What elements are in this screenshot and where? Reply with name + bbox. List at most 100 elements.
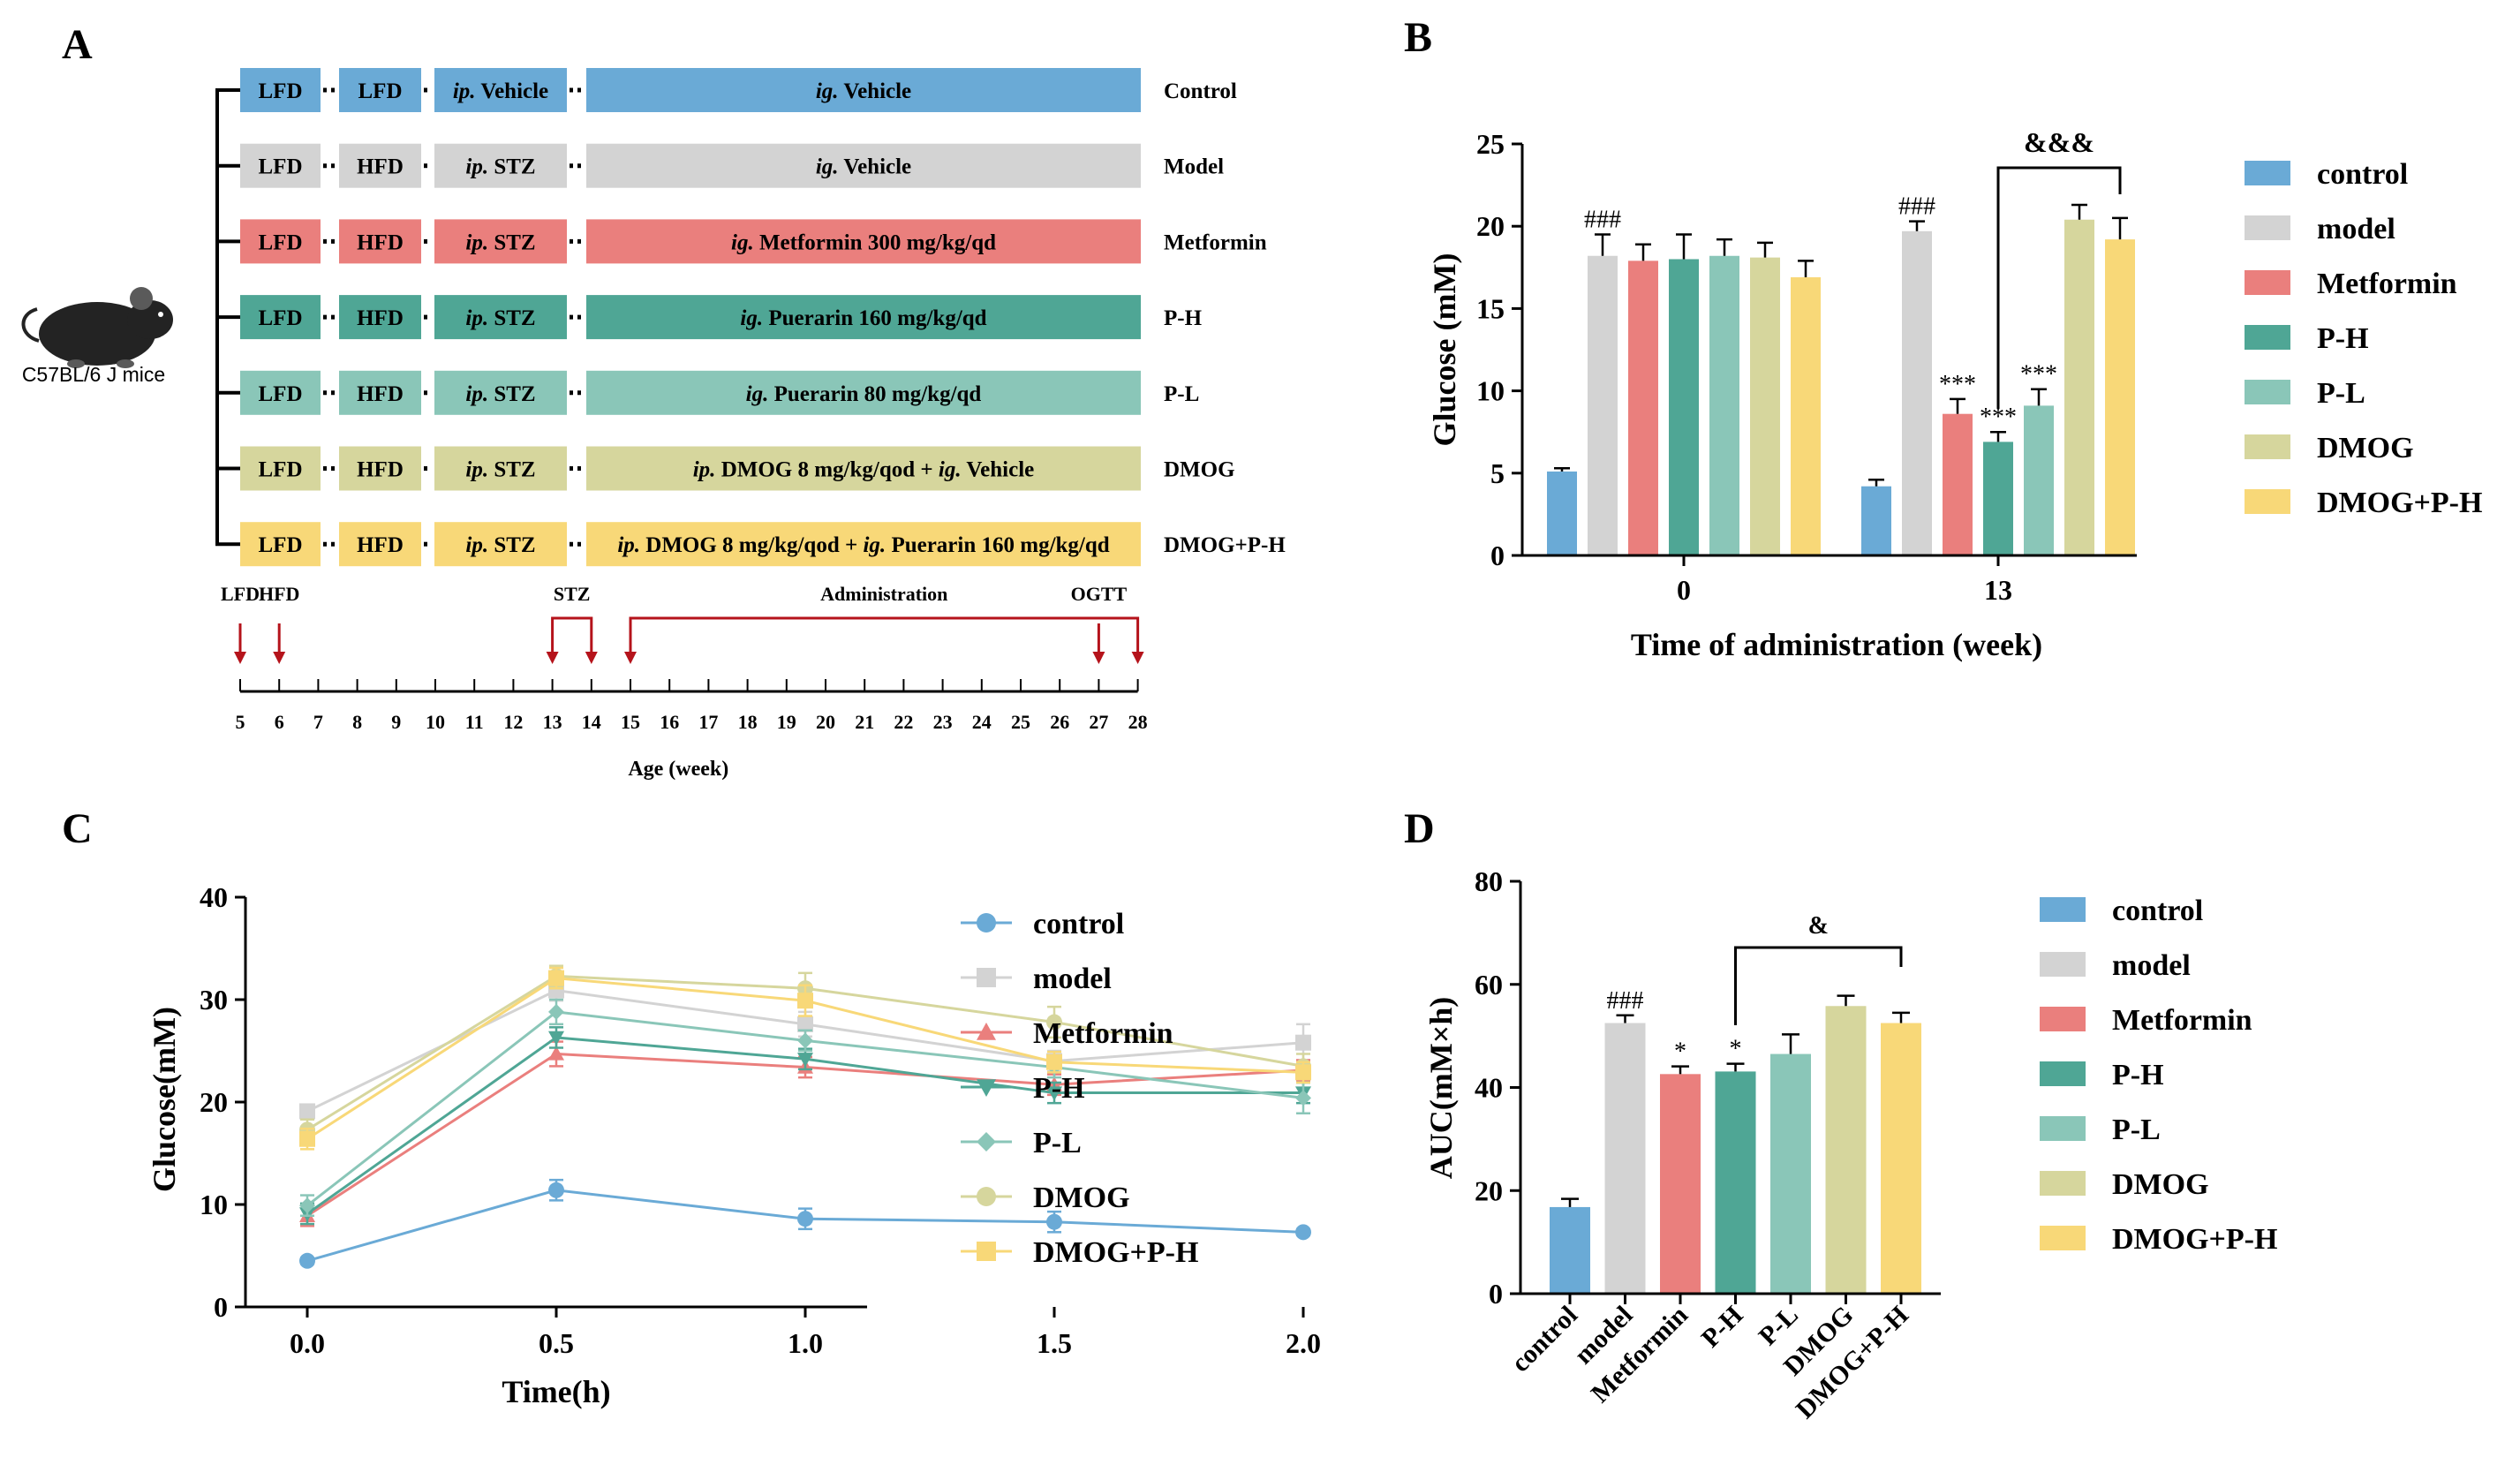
legend-marker-dmog xyxy=(977,1187,996,1206)
timeline-tick-label-28: 28 xyxy=(1128,711,1148,733)
timeline-marker-lfd-label: LFD xyxy=(221,583,260,605)
design-box-2 xyxy=(434,370,567,415)
timeline-tick-label-12: 12 xyxy=(503,711,523,733)
legend-swatch-dmog xyxy=(2245,434,2290,459)
design-box-1 xyxy=(339,219,421,264)
design-box-0 xyxy=(240,295,321,340)
design-box-2 xyxy=(434,295,567,340)
bar-metformin-week-0 xyxy=(1628,261,1658,555)
injection-label: ip. STZ xyxy=(465,230,535,254)
point-dmog-p-h-t1.0 xyxy=(797,993,813,1009)
y-tick-label-25: 25 xyxy=(1476,128,1505,160)
timeline-marker-hfd-label: HFD xyxy=(259,583,299,605)
diet2-label: HFD xyxy=(357,533,404,557)
y-tick-label-20: 20 xyxy=(1475,1174,1503,1206)
point-dmog-t1.5 xyxy=(1046,1014,1062,1031)
legend-label-dmog: DMOG xyxy=(2112,1168,2209,1201)
timeline-tick-label-14: 14 xyxy=(582,711,601,733)
timeline-marker-stz-head-start xyxy=(546,652,559,664)
y-tick-label-60: 60 xyxy=(1475,969,1503,1001)
timeline-tick-label-10: 10 xyxy=(426,711,445,733)
bracket-significance: & xyxy=(1808,912,1829,940)
injection-label: ip. STZ xyxy=(465,306,535,330)
timeline-tick-label-19: 19 xyxy=(777,711,796,733)
timeline-marker-administration-label: Administration xyxy=(820,583,947,605)
diet1-label: LFD xyxy=(259,458,303,482)
legend-swatch-p-l xyxy=(2245,380,2290,404)
diet1-label: LFD xyxy=(259,230,303,254)
timeline-tick-label-16: 16 xyxy=(660,711,679,733)
y-tick-label-0: 0 xyxy=(214,1291,228,1323)
timeline-marker-stz-bracket xyxy=(551,616,593,655)
treatment-part: ig. xyxy=(939,458,962,482)
y-tick-label-30: 30 xyxy=(200,984,228,1016)
legend-marker-metformin xyxy=(977,1023,996,1040)
y-tick-label-20: 20 xyxy=(1476,210,1505,242)
legend-label-dmog: DMOG xyxy=(1033,1182,1130,1214)
legend-swatch-model xyxy=(2245,215,2290,240)
diet2-label: LFD xyxy=(358,79,403,103)
y-tick-label-5: 5 xyxy=(1490,457,1505,489)
injection-route: ip. xyxy=(465,458,488,482)
design-box-2 xyxy=(434,219,567,264)
group-name-label: DMOG xyxy=(1164,458,1235,482)
design-box-0 xyxy=(240,446,321,491)
bar-p-l-week-13 xyxy=(2024,405,2054,555)
diet2-label: HFD xyxy=(357,155,404,179)
timeline-tick-label-20: 20 xyxy=(816,711,835,733)
diet2-label: HFD xyxy=(357,306,404,330)
treatment-part: Puerarin 80 mg/kg/qd xyxy=(768,382,981,406)
treatment-part: Vehicle xyxy=(962,458,1035,482)
injection-agent: STZ xyxy=(488,230,536,254)
y-tick-label-80: 80 xyxy=(1475,865,1503,897)
point-control-t2.0 xyxy=(1295,1224,1311,1241)
injection-agent: Vehicle xyxy=(476,79,549,103)
design-box-2 xyxy=(434,522,567,567)
timeline-tick-label-24: 24 xyxy=(972,711,992,733)
legend-swatch-dmog-p-h xyxy=(2245,489,2290,514)
bar-dmog-p-h-week-13 xyxy=(2105,239,2135,555)
legend-marker-p-l xyxy=(977,1132,996,1152)
design-box-3 xyxy=(586,68,1141,112)
x-tick-label-0.0: 0.0 xyxy=(290,1327,325,1359)
bar-metformin-week-13 xyxy=(1943,413,1973,555)
injection-label: ip. STZ xyxy=(465,533,535,557)
treatment-label: ig. Metformin 300 mg/kg/qd xyxy=(731,230,996,254)
significance-model-week-13-1: ### xyxy=(1898,193,1935,221)
y-tick-label-15: 15 xyxy=(1476,292,1505,324)
group-name-label: DMOG+P-H xyxy=(1164,533,1286,557)
bracket-significance: &&& xyxy=(2024,126,2094,158)
design-box-0 xyxy=(240,522,321,567)
point-model-t1.0 xyxy=(797,1016,813,1032)
design-box-3 xyxy=(586,370,1141,415)
bar-model xyxy=(1604,1023,1646,1294)
bar-dmog-p-h xyxy=(1881,1023,1921,1294)
point-p-l-t1.0 xyxy=(797,1032,813,1049)
injection-label: ip. STZ xyxy=(465,458,535,482)
bar-dmog-week-13 xyxy=(2064,219,2094,555)
group-name-label: Metformin xyxy=(1164,230,1267,254)
point-control-t0.0 xyxy=(299,1252,315,1269)
point-control-t0.5 xyxy=(548,1182,564,1198)
x-tick-label-13: 13 xyxy=(1984,574,2012,606)
y-tick-label-10: 10 xyxy=(1476,375,1505,407)
design-box-2 xyxy=(434,446,567,491)
timeline-axis-label: Age (week) xyxy=(628,758,728,781)
injection-agent: STZ xyxy=(488,458,536,482)
bar-dmog-p-h-week-0 xyxy=(1791,276,1821,555)
legend-swatch-control xyxy=(2040,897,2086,922)
treatment-part: ig. xyxy=(731,230,754,254)
y-tick-label-0: 0 xyxy=(1490,540,1505,571)
panel-label-a: A xyxy=(62,21,93,68)
legend-label-dmog-p-h: DMOG+P-H xyxy=(1033,1236,1198,1269)
point-dmog-p-h-t2.0 xyxy=(1295,1064,1311,1081)
injection-route: ip. xyxy=(453,79,476,103)
diet2-label: HFD xyxy=(357,382,404,406)
injection-agent: STZ xyxy=(488,155,536,179)
x-tick-label-control: control xyxy=(1505,1301,1583,1378)
significance-p-l-week-13-4: *** xyxy=(2020,361,2057,389)
legend-swatch-metformin xyxy=(2040,1007,2086,1031)
y-tick-label-40: 40 xyxy=(200,881,228,913)
bar-p-l xyxy=(1770,1053,1811,1294)
design-box-0 xyxy=(240,370,321,415)
